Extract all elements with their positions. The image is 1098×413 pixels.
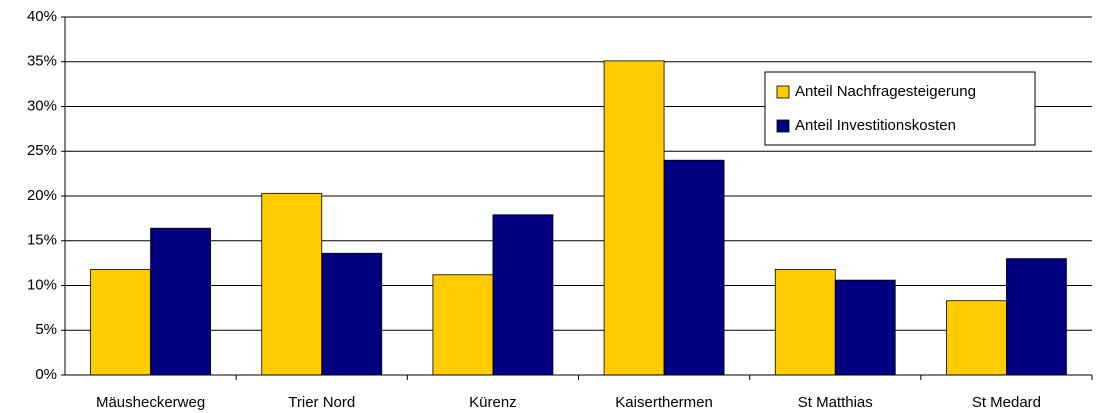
x-tick-label: St Medard [972, 394, 1041, 411]
bar [90, 268, 151, 376]
bar [492, 214, 554, 376]
x-tick-label: St Matthias [798, 394, 873, 411]
legend-label: Anteil Investitionskosten [795, 117, 956, 134]
bar [603, 60, 665, 376]
legend-box [764, 71, 1036, 146]
legend-swatch [776, 85, 790, 99]
x-tick-label: Kürenz [469, 394, 517, 411]
bar [432, 274, 494, 376]
legend-swatch [776, 119, 790, 133]
y-tick-label: 15% [27, 232, 57, 249]
bar [321, 252, 383, 376]
x-tick-label: Trier Nord [288, 394, 355, 411]
y-tick-label: 20% [27, 187, 57, 204]
y-tick-label: 10% [27, 276, 57, 293]
bar [261, 192, 323, 376]
bar [774, 268, 836, 376]
y-tick-label: 40% [27, 8, 57, 25]
x-tick-label: Kaiserthermen [615, 394, 713, 411]
bar [150, 227, 211, 376]
bar [663, 159, 725, 376]
y-tick-label: 0% [35, 366, 57, 383]
y-tick-label: 25% [27, 142, 57, 159]
bar [1006, 258, 1067, 376]
bar [946, 300, 1007, 376]
x-tick-label: Mäusheckerweg [96, 394, 205, 411]
y-tick-label: 35% [27, 53, 57, 70]
bar [834, 279, 896, 376]
legend-label: Anteil Nachfragesteigerung [795, 83, 976, 100]
y-tick-label: 30% [27, 97, 57, 114]
y-tick-label: 5% [35, 321, 57, 338]
